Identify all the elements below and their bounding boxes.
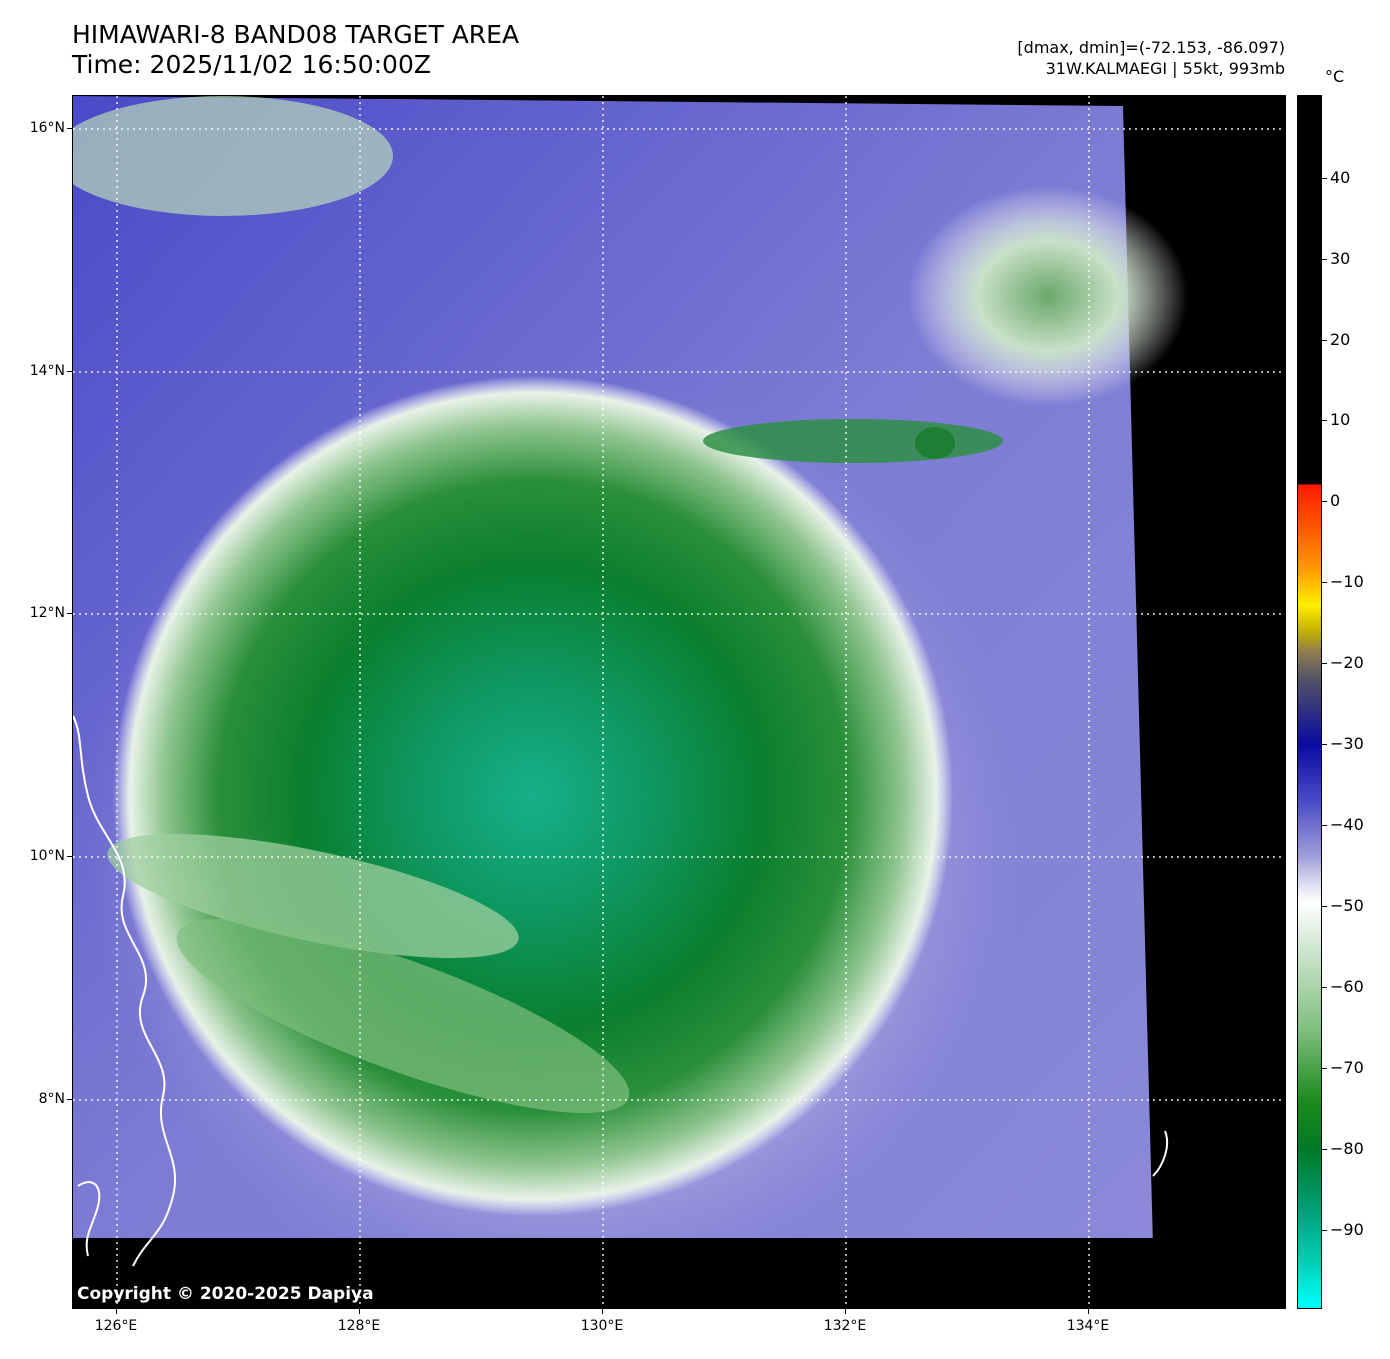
lon-tick bbox=[116, 1309, 117, 1314]
lon-tick bbox=[359, 1309, 360, 1314]
colorbar-label-30: 30 bbox=[1330, 249, 1351, 268]
storm-info: [dmax, dmin]=(-72.153, -86.097) 31W.KALM… bbox=[1017, 37, 1285, 79]
spiral-band-southwest bbox=[176, 918, 630, 1114]
colorbar-tick bbox=[1322, 582, 1327, 583]
lat-label-14n: 14°N bbox=[29, 363, 65, 379]
lat-tick bbox=[67, 1099, 72, 1100]
lon-label-130e: 130°E bbox=[580, 1318, 624, 1334]
lon-label-134e: 134°E bbox=[1066, 1318, 1110, 1334]
colorbar-tick bbox=[1322, 987, 1327, 988]
lon-label-126e: 126°E bbox=[94, 1318, 138, 1334]
lon-tick bbox=[845, 1309, 846, 1314]
colorbar-tick bbox=[1322, 420, 1327, 421]
colorbar-label-0: 0 bbox=[1330, 491, 1341, 510]
lon-tick bbox=[602, 1309, 603, 1314]
coastline-west bbox=[73, 715, 176, 1267]
colorbar-label-minus30: −30 bbox=[1330, 734, 1364, 753]
title-block: HIMAWARI-8 BAND08 TARGET AREA Time: 2025… bbox=[72, 20, 519, 80]
colorbar-label-minus40: −40 bbox=[1330, 815, 1364, 834]
colorbar-tick bbox=[1322, 1068, 1327, 1069]
no-data-strip bbox=[73, 1238, 1285, 1308]
colorbar-tick bbox=[1322, 825, 1327, 826]
lat-label-10n: 10°N bbox=[29, 848, 65, 864]
lat-tick bbox=[67, 371, 72, 372]
colorbar-label-10: 10 bbox=[1330, 410, 1351, 429]
colorbar-label-minus60: −60 bbox=[1330, 977, 1364, 996]
lon-label-128e: 128°E bbox=[337, 1318, 381, 1334]
satellite-imagery bbox=[73, 96, 1285, 1308]
convective-line bbox=[703, 419, 1003, 463]
colorbar-label-minus90: −90 bbox=[1330, 1220, 1364, 1239]
spiral-band-west bbox=[107, 834, 519, 958]
colorbar-label-minus70: −70 bbox=[1330, 1058, 1364, 1077]
colorbar bbox=[1297, 95, 1322, 1309]
lat-label-8n: 8°N bbox=[38, 1091, 65, 1107]
lat-label-16n: 16°N bbox=[29, 120, 65, 136]
colorbar-tick bbox=[1322, 340, 1327, 341]
coastline-east-island bbox=[1152, 1130, 1169, 1177]
lat-tick bbox=[67, 856, 72, 857]
colorbar-tick bbox=[1322, 1230, 1327, 1231]
colorbar-label-minus50: −50 bbox=[1330, 896, 1364, 915]
colorbar-tick bbox=[1322, 663, 1327, 664]
colorbar-tick bbox=[1322, 906, 1327, 907]
colorbar-label-minus10: −10 bbox=[1330, 572, 1364, 591]
lon-tick bbox=[1088, 1309, 1089, 1314]
colorbar-label-20: 20 bbox=[1330, 330, 1351, 349]
lon-label-132e: 132°E bbox=[823, 1318, 867, 1334]
lat-tick bbox=[67, 128, 72, 129]
chart-title: HIMAWARI-8 BAND08 TARGET AREA bbox=[72, 20, 520, 49]
colorbar-tick bbox=[1322, 744, 1327, 745]
colorbar-tick bbox=[1322, 501, 1327, 502]
gridlines bbox=[73, 96, 1285, 1308]
observation-time: Time: 2025/11/02 16:50:00Z bbox=[72, 50, 431, 79]
copyright-notice: Copyright © 2020-2025 Dapiya bbox=[77, 1284, 374, 1304]
satellite-map bbox=[72, 95, 1286, 1309]
colorbar-label-40: 40 bbox=[1330, 168, 1351, 187]
northwest-cloud bbox=[73, 96, 393, 216]
colorbar-tick bbox=[1322, 259, 1327, 260]
lat-label-12n: 12°N bbox=[29, 605, 65, 621]
colorbar-tick bbox=[1322, 1149, 1327, 1150]
lat-tick bbox=[67, 613, 72, 614]
coastline-southwest bbox=[77, 1181, 101, 1257]
colorbar-tick bbox=[1322, 178, 1327, 179]
storm-summary: 31W.KALMAEGI | 55kt, 993mb bbox=[1045, 59, 1285, 78]
colorbar-label-minus20: −20 bbox=[1330, 653, 1364, 672]
northeast-cloud bbox=[908, 186, 1188, 406]
colorbar-label-minus80: −80 bbox=[1330, 1139, 1364, 1158]
temperature-range: [dmax, dmin]=(-72.153, -86.097) bbox=[1017, 38, 1285, 57]
colorbar-unit: °C bbox=[1325, 67, 1345, 86]
convective-cell bbox=[915, 427, 955, 459]
